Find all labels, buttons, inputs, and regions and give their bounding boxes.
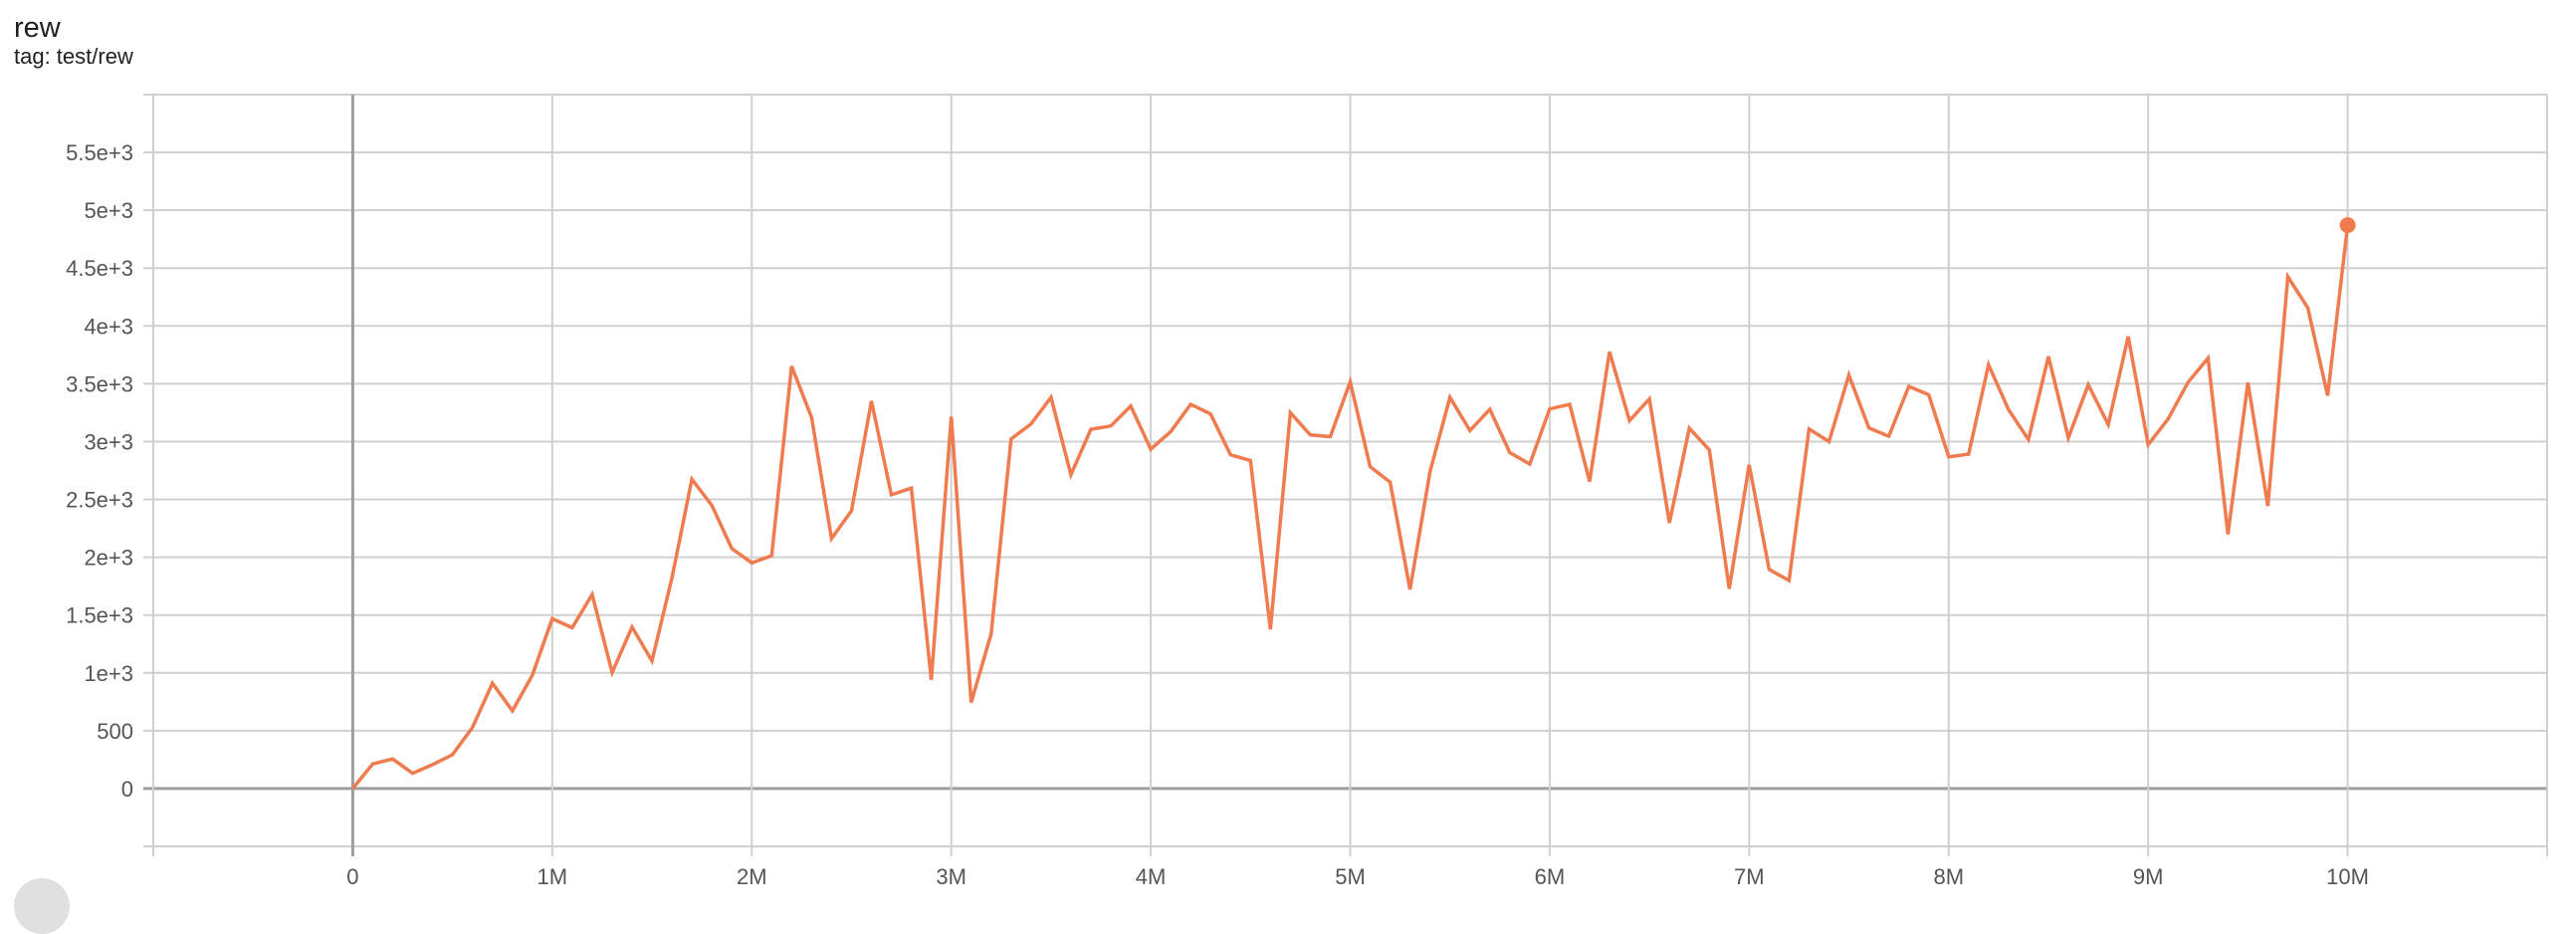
chart-tag: tag: test/rew: [14, 44, 133, 69]
x-tick-label: 1M: [537, 864, 568, 889]
chart-action-button[interactable]: [14, 878, 70, 934]
x-tick-label: 4M: [1136, 864, 1167, 889]
y-tick-label: 4e+3: [84, 314, 133, 339]
scalar-chart[interactable]: 0 500 1e+3 1.5e+3 2e+3 2.5e+3 3e+3 3.5e+3 4e+3 4.…: [0, 0, 2576, 900]
series-line: [351, 224, 2350, 791]
x-tick-label: 9M: [2133, 864, 2164, 889]
x-tick-label: 8M: [1933, 864, 1964, 889]
x-tick-label: 10M: [2326, 864, 2369, 889]
x-tick-label: 3M: [936, 864, 966, 889]
y-tick-label: 500: [97, 719, 133, 744]
y-tick-label: 4.5e+3: [66, 256, 133, 281]
x-tick-label: 0: [346, 864, 358, 889]
x-tick-label: 6M: [1535, 864, 1566, 889]
x-tick-label: 5M: [1335, 864, 1366, 889]
x-tick-label: 2M: [737, 864, 767, 889]
chart-title: rew: [14, 12, 61, 44]
y-tick-label: 3.5e+3: [66, 371, 133, 396]
y-tick-label: 5.5e+3: [66, 140, 133, 165]
x-tick-label: 7M: [1734, 864, 1765, 889]
y-tick-label: 0: [121, 777, 133, 802]
y-tick-label: 1e+3: [84, 661, 133, 686]
y-tick-label: 1.5e+3: [66, 603, 133, 628]
y-tick-label: 5e+3: [84, 198, 133, 223]
y-tick-label: 2.5e+3: [66, 488, 133, 513]
y-tick-label: 3e+3: [84, 429, 133, 454]
y-tick-label: 2e+3: [84, 546, 133, 571]
last-data-point: [2339, 217, 2356, 234]
